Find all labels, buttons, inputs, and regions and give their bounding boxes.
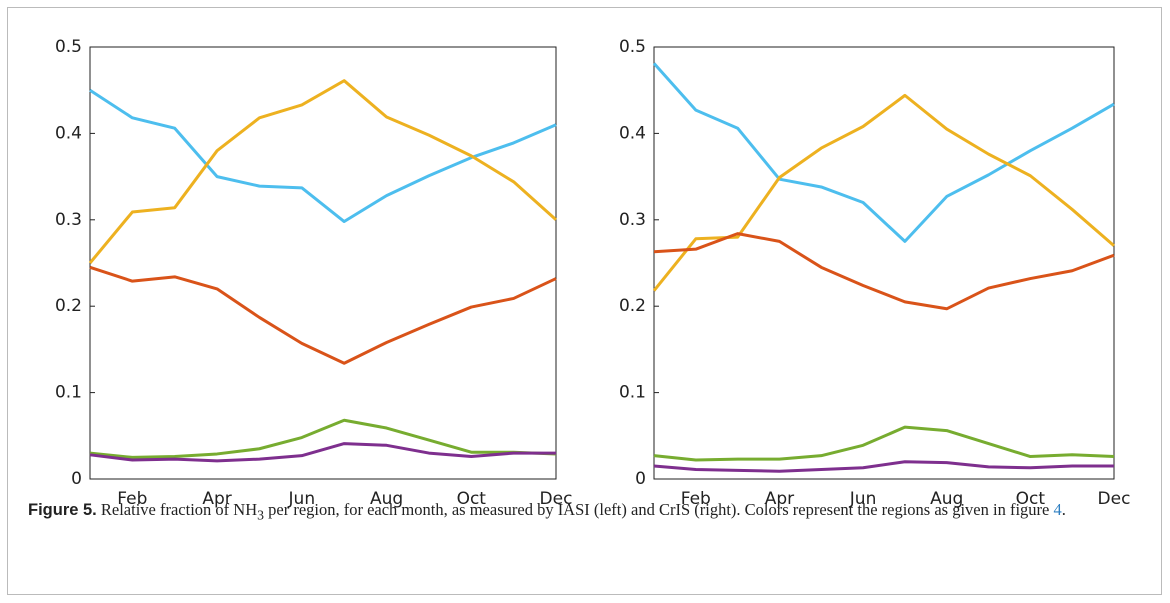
x-tick-label: Apr: [202, 489, 231, 509]
x-tick-label: Feb: [117, 489, 147, 509]
y-tick-label: 0.1: [55, 383, 82, 403]
series-line: [652, 93, 1115, 292]
caption-text: per region, for each month, as measured …: [264, 500, 1054, 519]
plot-area: [89, 46, 557, 480]
y-tick-label: 0.5: [619, 37, 646, 57]
x-tick-label: Aug: [370, 489, 403, 509]
caption: Figure 5. Relative fraction of NH3 per r…: [28, 497, 1138, 527]
x-tick-label: Oct: [457, 489, 487, 509]
x-tick-label: Aug: [930, 489, 963, 509]
y-tick-label: 0.4: [55, 123, 82, 143]
y-tick-label: 0.1: [619, 383, 646, 403]
x-tick-label: Feb: [681, 489, 711, 509]
x-tick-label: Jun: [288, 489, 316, 509]
y-tick-label: 0.5: [55, 37, 82, 57]
y-tick-label: 0: [635, 469, 646, 489]
x-tick-label: Oct: [1016, 489, 1046, 509]
series-line: [88, 79, 558, 264]
figure-frame: [7, 7, 1162, 595]
y-tick-label: 0.3: [55, 210, 82, 230]
plot-area: [653, 46, 1115, 480]
y-tick-label: 0.2: [619, 296, 646, 316]
series-line: [652, 62, 1115, 243]
series-line: [653, 460, 1114, 473]
series-line: [89, 265, 557, 365]
series-line: [653, 232, 1115, 311]
caption-text: .: [1061, 500, 1066, 519]
caption-label: Figure 5.: [28, 501, 97, 519]
y-tick-label: 0.4: [619, 123, 646, 143]
series-line: [89, 418, 557, 459]
figure-link[interactable]: 4: [1053, 500, 1062, 519]
x-tick-label: Jun: [849, 489, 877, 509]
series-line: [653, 425, 1115, 462]
series-line: [89, 442, 556, 463]
y-tick-label: 0.2: [55, 296, 82, 316]
series-line: [89, 88, 557, 224]
caption-text: Relative fraction of NH: [100, 500, 258, 519]
x-tick-label: Apr: [765, 489, 794, 509]
x-tick-label: Dec: [540, 489, 573, 509]
caption-subscript: 3: [257, 507, 264, 523]
y-tick-label: 0: [71, 469, 82, 489]
x-tick-label: Dec: [1098, 489, 1131, 509]
y-tick-label: 0.3: [619, 210, 646, 230]
